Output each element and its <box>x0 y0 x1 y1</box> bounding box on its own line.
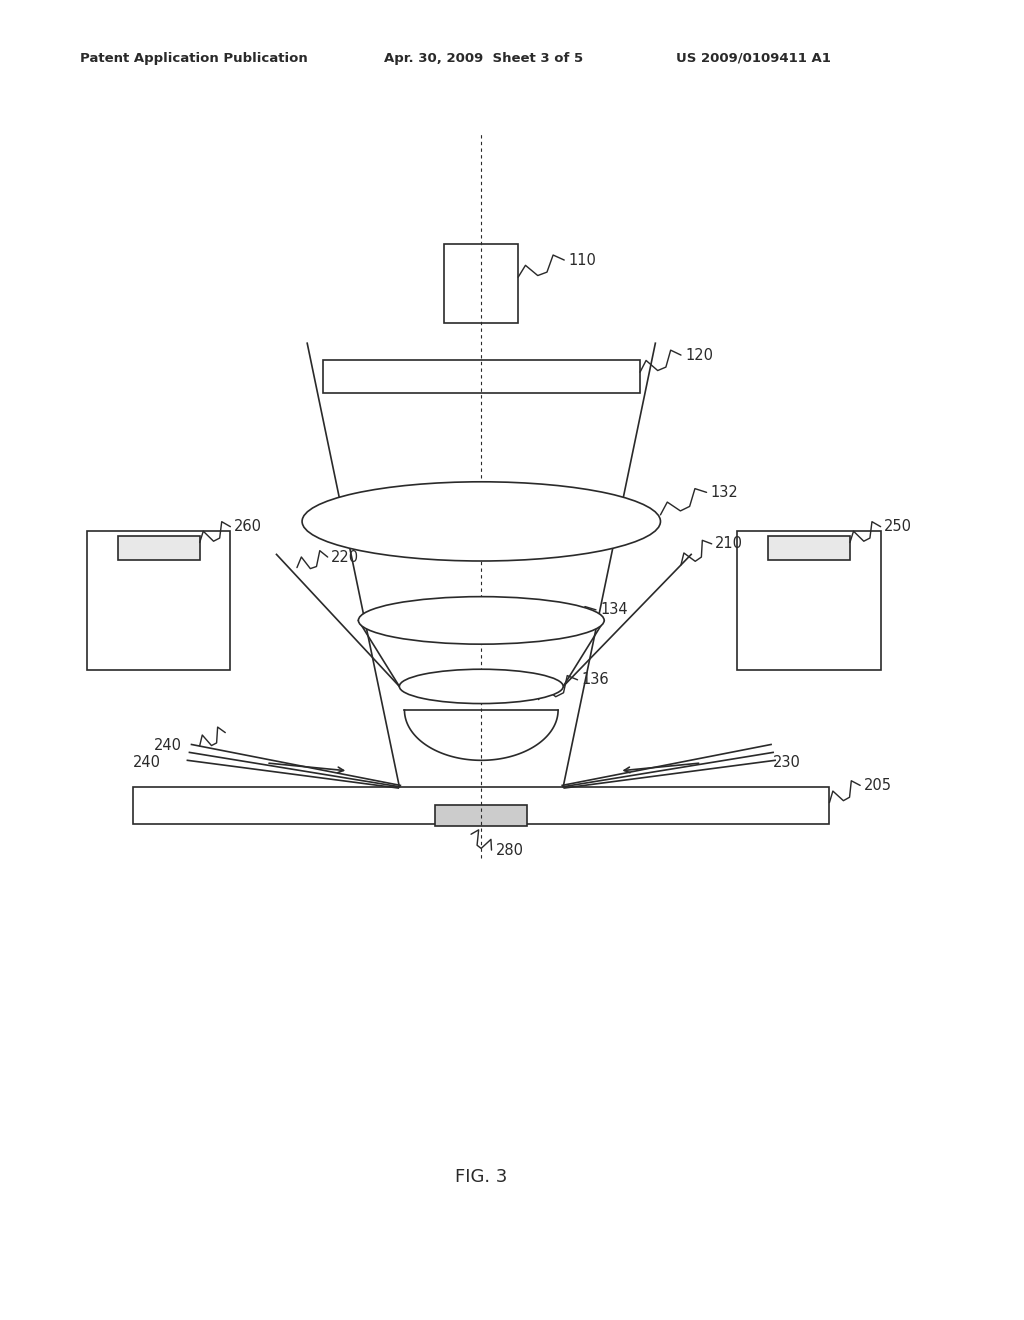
Text: 120: 120 <box>685 347 713 363</box>
Bar <box>435 805 527 826</box>
Ellipse shape <box>399 669 563 704</box>
Bar <box>444 244 518 323</box>
Text: 136: 136 <box>582 672 609 688</box>
Bar <box>768 536 850 560</box>
Text: 134: 134 <box>600 602 628 618</box>
Text: 240: 240 <box>154 738 181 754</box>
Text: 250: 250 <box>884 519 911 535</box>
Text: 210: 210 <box>715 536 742 552</box>
Bar <box>737 531 881 671</box>
Text: 240: 240 <box>133 755 161 771</box>
Text: US 2009/0109411 A1: US 2009/0109411 A1 <box>676 51 830 65</box>
Text: 205: 205 <box>864 777 892 793</box>
Text: Patent Application Publication: Patent Application Publication <box>80 51 307 65</box>
Ellipse shape <box>358 597 604 644</box>
Text: Apr. 30, 2009  Sheet 3 of 5: Apr. 30, 2009 Sheet 3 of 5 <box>384 51 583 65</box>
Text: 280: 280 <box>496 842 523 858</box>
Bar <box>87 531 230 671</box>
Bar <box>323 359 640 393</box>
Ellipse shape <box>302 482 660 561</box>
Text: 110: 110 <box>568 252 596 268</box>
Text: 260: 260 <box>233 519 261 535</box>
Text: 230: 230 <box>773 755 801 771</box>
Text: 132: 132 <box>711 484 738 500</box>
Bar <box>133 787 829 824</box>
Bar <box>118 536 200 560</box>
Text: FIG. 3: FIG. 3 <box>455 1168 508 1187</box>
Text: 220: 220 <box>331 549 358 565</box>
